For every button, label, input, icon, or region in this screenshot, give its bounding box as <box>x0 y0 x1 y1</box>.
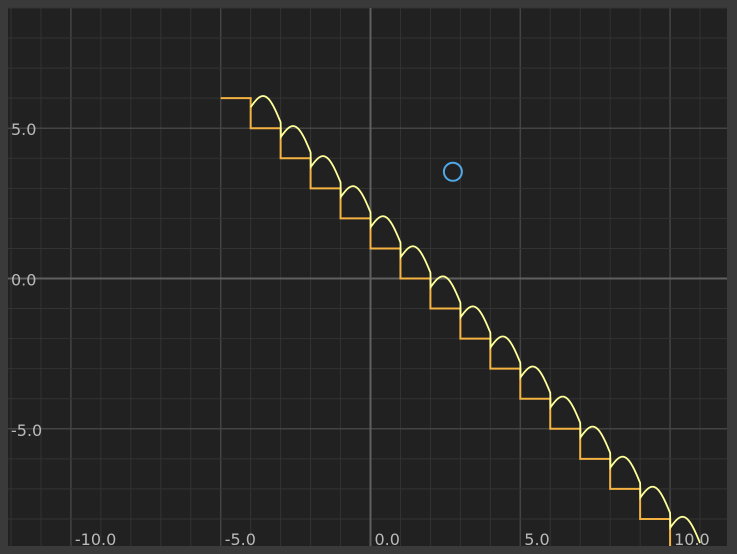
x-tick-label: 5.0 <box>524 530 549 549</box>
y-tick-label: 0.0 <box>11 271 36 290</box>
series-layer <box>220 95 701 546</box>
x-tick-label: -5.0 <box>225 530 256 549</box>
y-tick-label: 5.0 <box>11 120 36 139</box>
marker-circle <box>442 161 463 182</box>
axis-layer <box>8 8 727 546</box>
y-tick-label: -5.0 <box>11 421 42 440</box>
plot-background <box>8 8 727 546</box>
x-tick-label: 0.0 <box>374 530 399 549</box>
tick-label-layer: -10.0 -5.0 0.0 5.0 10.0 5.0 0.0 -5.0 <box>11 120 710 549</box>
x-tick-label: -10.0 <box>75 530 116 549</box>
series-scalloped-curve <box>249 95 701 544</box>
x-tick-label: 10.0 <box>674 530 710 549</box>
